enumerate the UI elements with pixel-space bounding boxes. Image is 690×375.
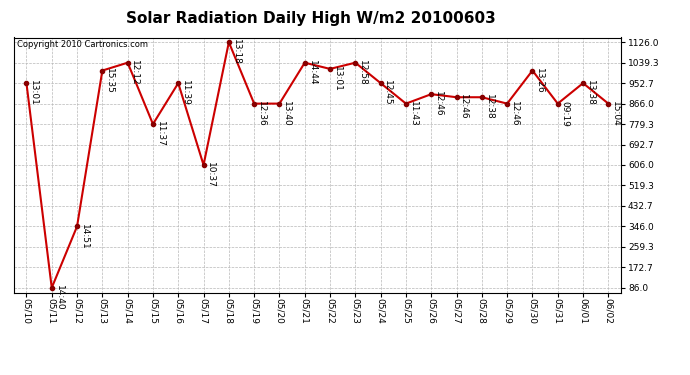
Text: Solar Radiation Daily High W/m2 20100603: Solar Radiation Daily High W/m2 20100603 <box>126 11 495 26</box>
Text: 11:39: 11:39 <box>181 80 190 106</box>
Text: Copyright 2010 Cartronics.com: Copyright 2010 Cartronics.com <box>17 40 148 49</box>
Text: 14:44: 14:44 <box>308 60 317 86</box>
Text: 13:26: 13:26 <box>535 68 544 93</box>
Text: 11:37: 11:37 <box>156 121 165 147</box>
Text: 13:18: 13:18 <box>232 39 241 65</box>
Text: 11:43: 11:43 <box>408 101 417 127</box>
Text: 09:19: 09:19 <box>560 101 569 127</box>
Text: 12:58: 12:58 <box>358 60 367 86</box>
Text: 10:37: 10:37 <box>206 162 215 188</box>
Text: 12:46: 12:46 <box>434 92 443 117</box>
Text: 13:01: 13:01 <box>333 66 342 92</box>
Text: 15:35: 15:35 <box>105 68 114 94</box>
Text: 13:38: 13:38 <box>586 80 595 106</box>
Text: 12:46: 12:46 <box>510 101 519 126</box>
Text: 14:40: 14:40 <box>55 285 63 310</box>
Text: 13:40: 13:40 <box>282 101 291 127</box>
Text: 14:51: 14:51 <box>80 224 89 249</box>
Text: 12:38: 12:38 <box>484 94 493 120</box>
Text: 12:12: 12:12 <box>130 60 139 86</box>
Text: 13:01: 13:01 <box>29 80 38 106</box>
Text: 12:45: 12:45 <box>384 80 393 106</box>
Text: 15:04: 15:04 <box>611 101 620 127</box>
Text: 12:46: 12:46 <box>460 94 469 120</box>
Text: 12:36: 12:36 <box>257 101 266 127</box>
